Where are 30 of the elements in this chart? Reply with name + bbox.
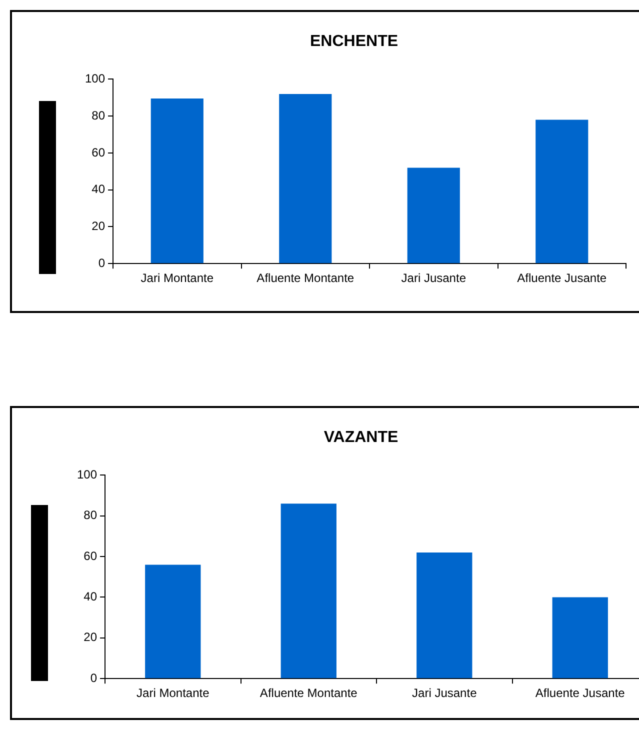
y-tick-label: 40 — [84, 590, 98, 604]
bar — [150, 98, 204, 264]
y-tick-label: 20 — [84, 630, 98, 644]
x-tick-label: Afluente Jusante — [517, 271, 607, 286]
y-tick-label: 60 — [84, 548, 98, 563]
y-tick-label: 0 — [98, 256, 106, 270]
bar — [279, 94, 332, 264]
bar — [416, 552, 472, 678]
y-tick-label: 20 — [92, 219, 106, 234]
x-tick-label: Jari Jusante — [401, 271, 466, 286]
chart-title: VAZANTE — [324, 429, 399, 446]
y-tick-label: 0 — [90, 670, 98, 685]
y-tick-label: 100 — [76, 468, 98, 482]
x-tick-label: Afluente Montante — [256, 271, 354, 286]
bar — [536, 120, 588, 264]
x-tick-label: Afluente Montante — [260, 686, 358, 700]
bar — [552, 597, 608, 678]
bar — [145, 564, 201, 678]
x-tick-label: Afluente Jusante — [535, 686, 626, 700]
chart-title: ENCHENTE — [310, 33, 398, 50]
y-tick-label: 100 — [84, 72, 106, 86]
x-tick-label: Jari Jusante — [412, 686, 478, 700]
y-tick-label: 80 — [84, 508, 98, 522]
bar — [407, 168, 460, 264]
y-tick-label: 60 — [92, 145, 106, 160]
y-tick-label: 40 — [92, 182, 106, 196]
x-tick-label: Jari Montante — [136, 686, 210, 700]
y-tick-label: 80 — [92, 108, 106, 122]
bar — [280, 504, 336, 678]
x-tick-label: Jari Montante — [140, 271, 214, 286]
